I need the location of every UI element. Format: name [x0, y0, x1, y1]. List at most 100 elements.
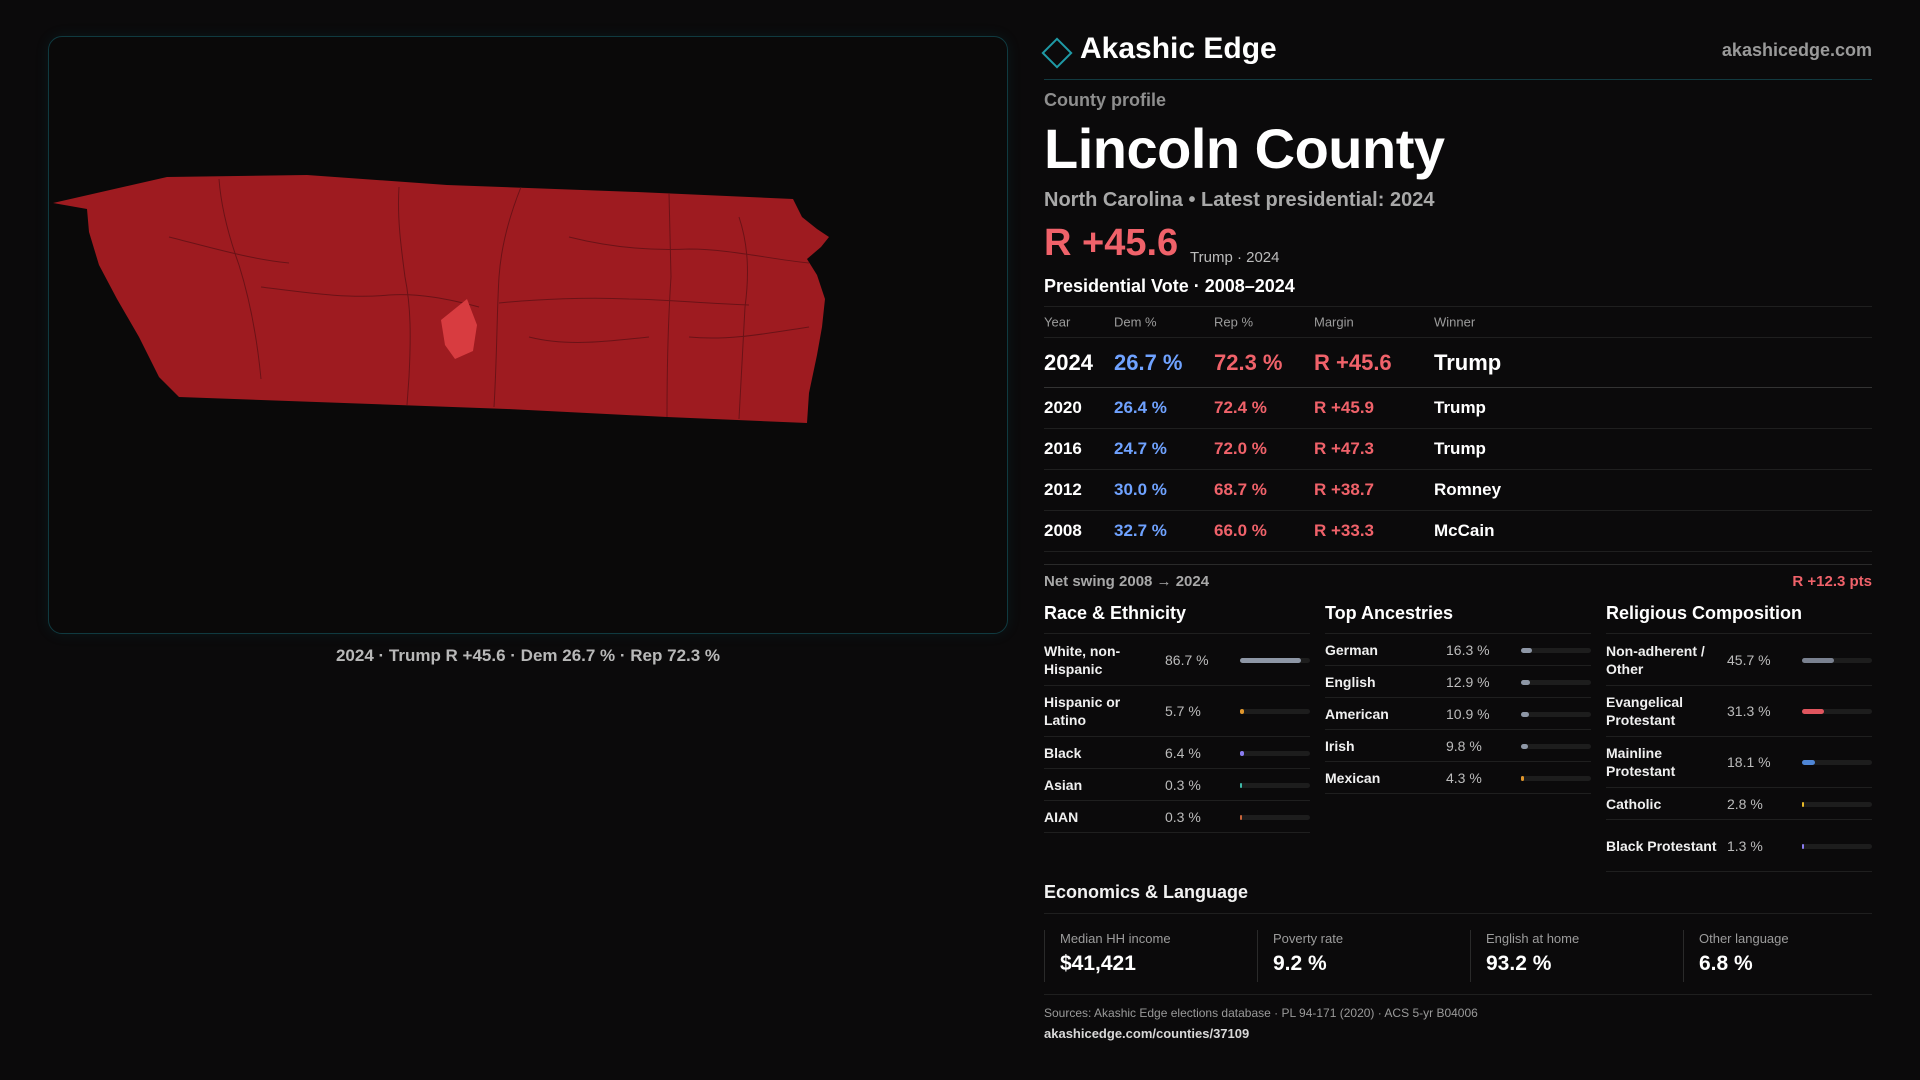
item-label: Evangelical Protestant — [1606, 694, 1684, 728]
list-item: Mexican 4.3 % — [1325, 762, 1591, 794]
col-header-dem: Dem % — [1114, 314, 1157, 330]
share-bar-fill — [1521, 775, 1524, 781]
share-bar — [1240, 782, 1310, 788]
item-label: Mexican — [1325, 769, 1381, 786]
share-bar-fill — [1240, 782, 1242, 788]
table-row[interactable]: 2016 24.7 % 72.0 % R +47.3 Trump — [1044, 429, 1872, 470]
net-swing: Net swing 2008 → 2024 R +12.3 pts — [1044, 564, 1872, 598]
list-item: English 12.9 % — [1325, 666, 1591, 698]
item-value: 18.1 % — [1727, 754, 1771, 770]
cell-rep: 66.0 % — [1214, 521, 1267, 540]
item-value: 9.8 % — [1446, 737, 1482, 754]
item-value: 5.7 % — [1165, 703, 1201, 719]
share-bar — [1521, 743, 1591, 749]
item-value: 31.3 % — [1727, 703, 1771, 719]
brand-bar: Akashic Edge akashicedge.com — [1041, 30, 1872, 80]
stat-value: 6.8 % — [1699, 952, 1753, 975]
item-label: English — [1325, 673, 1376, 690]
share-bar — [1802, 709, 1872, 714]
brand-name[interactable]: Akashic Edge — [1080, 32, 1277, 65]
cell-rep: 72.3 % — [1214, 349, 1283, 375]
item-label: German — [1325, 641, 1378, 658]
results-title: Presidential Vote · 2008–2024 — [1044, 276, 1295, 296]
stat-label: Median HH income — [1060, 931, 1171, 946]
share-bar-fill — [1240, 657, 1301, 663]
share-bar — [1521, 775, 1591, 781]
item-label: Asian — [1044, 776, 1083, 793]
list-item: White, non-Hispanic 86.7 % — [1044, 634, 1310, 686]
divider — [1044, 994, 1872, 995]
cell-winner: McCain — [1434, 521, 1495, 540]
list-item: Evangelical Protestant 31.3 % — [1606, 686, 1872, 737]
stat-label: Other language — [1699, 931, 1789, 946]
cell-rep: 72.4 % — [1214, 398, 1267, 417]
table-row[interactable]: 2024 26.7 % 72.3 % R +45.6 Trump — [1044, 338, 1872, 388]
net-swing-label: Net swing 2008 → 2024 — [1044, 573, 1210, 590]
share-bar-fill — [1521, 679, 1531, 685]
county-subtitle: North Carolina • Latest presidential: 20… — [1044, 189, 1435, 211]
item-label: Irish — [1325, 737, 1355, 754]
headline-margin-note: Trump · 2024 — [1190, 249, 1280, 266]
share-bar-fill — [1802, 657, 1834, 663]
county-url-link[interactable]: akashicedge.com/counties/37109 — [1044, 1026, 1250, 1041]
share-bar — [1521, 647, 1591, 653]
cell-year: 2008 — [1044, 521, 1082, 540]
table-row[interactable]: 2012 30.0 % 68.7 % R +38.7 Romney — [1044, 470, 1872, 511]
cell-margin: R +33.3 — [1314, 521, 1375, 540]
map-caption: 2024 · Trump R +45.6 · Dem 26.7 % · Rep … — [335, 646, 721, 665]
share-bar-fill — [1802, 709, 1824, 714]
results-table: Year Dem % Rep % Margin Winner 2024 26.7… — [1044, 306, 1872, 552]
ancestries-section: Top Ancestries German 16.3 % English 12.… — [1325, 600, 1591, 794]
item-value: 86.7 % — [1165, 651, 1209, 668]
item-value: 0.3 % — [1165, 776, 1201, 793]
share-bar-fill — [1802, 760, 1815, 765]
cell-dem: 30.0 % — [1114, 480, 1167, 499]
cell-winner: Romney — [1434, 480, 1502, 499]
county-map-panel[interactable] — [48, 36, 1008, 634]
cell-winner: Trump — [1434, 398, 1486, 417]
table-row[interactable]: 2020 26.4 % 72.4 % R +45.9 Trump — [1044, 388, 1872, 429]
stat-label: Poverty rate — [1273, 931, 1344, 946]
page-eyebrow: County profile — [1044, 90, 1166, 110]
share-bar-fill — [1802, 843, 1804, 849]
section-title: Top Ancestries — [1325, 600, 1591, 634]
item-value: 45.7 % — [1727, 651, 1771, 668]
col-header-rep: Rep % — [1214, 314, 1254, 330]
item-value: 6.4 % — [1165, 744, 1201, 761]
county-seat-highlight[interactable] — [441, 299, 477, 359]
cell-margin: R +45.6 — [1314, 349, 1392, 375]
cell-winner: Trump — [1434, 439, 1486, 458]
list-item: Mainline Protestant 18.1 % — [1606, 737, 1872, 788]
stat-other-language: Other language 6.8 % — [1683, 930, 1883, 982]
diamond-outline-icon — [1041, 37, 1073, 69]
cell-margin: R +45.9 — [1314, 398, 1375, 417]
cell-year: 2012 — [1044, 480, 1082, 499]
cell-dem: 24.7 % — [1114, 439, 1167, 458]
stat-value: $41,421 — [1060, 952, 1136, 975]
share-bar — [1240, 814, 1310, 820]
list-item: Non-adherent / Other 45.7 % — [1606, 634, 1872, 686]
col-header-year: Year — [1044, 314, 1071, 330]
county-profile-panel: Akashic Edge akashicedge.com County prof… — [1041, 0, 1872, 1080]
list-item: Hispanic or Latino 5.7 % — [1044, 686, 1310, 737]
county-map[interactable] — [49, 37, 1008, 634]
item-value: 10.9 % — [1446, 705, 1490, 722]
brand-url-link[interactable]: akashicedge.com — [1721, 40, 1872, 60]
item-label: American — [1325, 705, 1389, 722]
item-label: Non-adherent / Other — [1606, 642, 1705, 677]
cell-dem: 26.7 % — [1114, 349, 1183, 375]
share-bar — [1240, 750, 1310, 756]
share-bar-fill — [1240, 814, 1242, 820]
list-item: Irish 9.8 % — [1325, 730, 1591, 762]
cell-rep: 72.0 % — [1214, 439, 1267, 458]
share-bar — [1240, 709, 1310, 714]
item-label: Hispanic or Latino — [1044, 694, 1121, 728]
results-header-row: Year Dem % Rep % Margin Winner — [1044, 306, 1872, 338]
item-label: AIAN — [1044, 808, 1079, 825]
stat-label: English at home — [1486, 931, 1580, 946]
stat-median-income: Median HH income $41,421 — [1044, 930, 1244, 982]
table-row[interactable]: 2008 32.7 % 66.0 % R +33.3 McCain — [1044, 511, 1872, 552]
item-value: 12.9 % — [1446, 673, 1490, 690]
share-bar — [1521, 711, 1591, 717]
sources-note: Sources: Akashic Edge elections database… — [1044, 1006, 1478, 1020]
